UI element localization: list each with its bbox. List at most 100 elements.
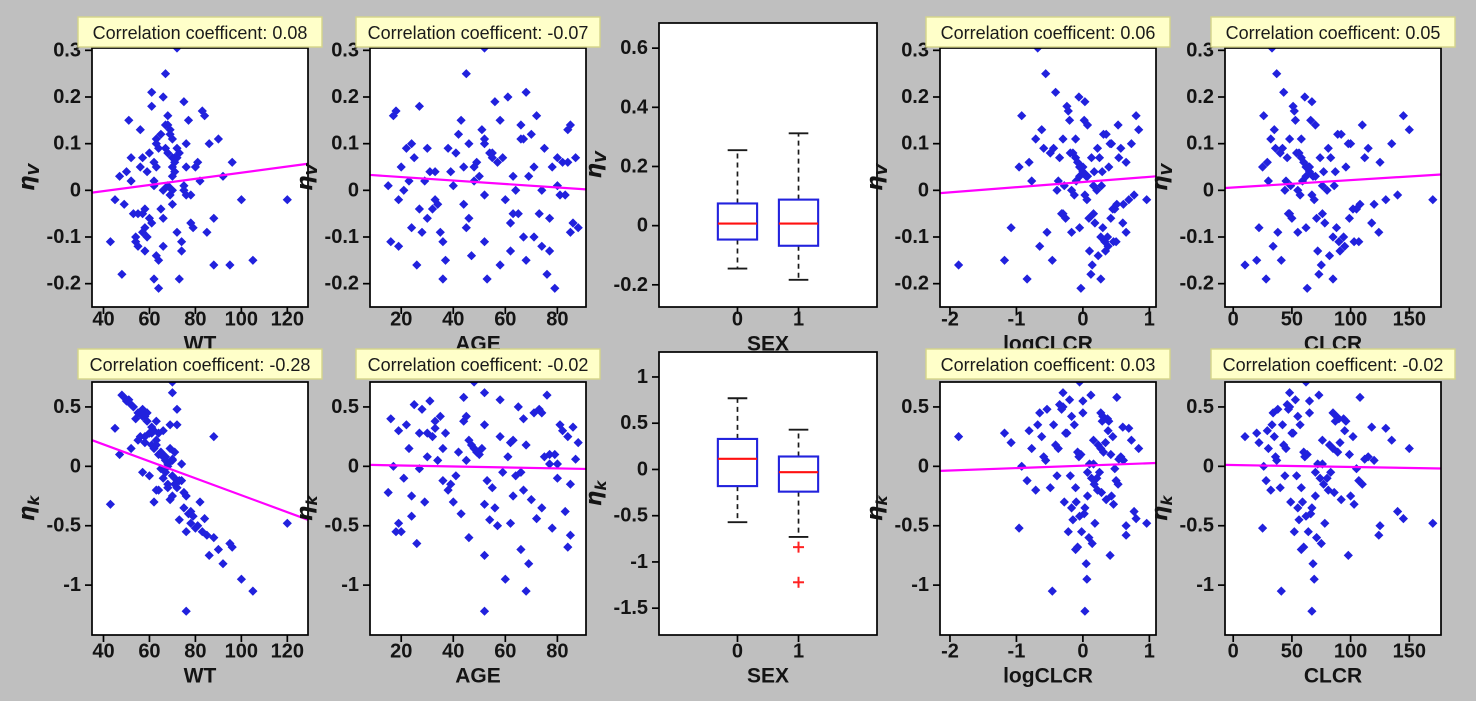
y-axis-label-eta: ηV: [863, 162, 891, 191]
y-tick-label: 0.3: [53, 39, 81, 61]
panel-etak-vs-AGE: 0.5 0 -0.5 -1 20 40 60 80 AGE ηk Correlation coeff…: [293, 348, 601, 687]
y-tick-label: -0.5: [614, 505, 648, 527]
x-tick-label: 0: [732, 309, 743, 331]
x-axis-label: logCLCR: [1003, 664, 1093, 687]
correlation-title-text: Correlation coefficent: 0.05: [1226, 23, 1441, 43]
y-tick-label: 0.1: [1186, 133, 1214, 155]
scatter-markers: [105, 382, 292, 616]
y-tick-label: -1: [63, 574, 81, 596]
x-axis-label: WT: [184, 664, 217, 687]
y-tick-label: -1: [911, 574, 929, 596]
plot-content: [716, 397, 820, 588]
x-tick-label: 80: [546, 309, 568, 331]
scatter-markers: [954, 382, 1152, 616]
y-tick-label: 0: [1203, 179, 1214, 201]
iqr-box: [716, 202, 759, 241]
correlation-title-box: [355, 348, 601, 380]
x-tick-label: 100: [1334, 309, 1367, 331]
y-tick-label: 0: [348, 455, 359, 477]
regression-line: [370, 463, 586, 471]
x-tick-label: 120: [271, 309, 304, 331]
plot-content: [92, 48, 308, 293]
x-tick-label: 0: [1077, 641, 1088, 663]
x-tick-label: -1: [1008, 309, 1026, 331]
y-axis-label-eta: ηV: [582, 150, 610, 179]
x-tick-label: 100: [225, 309, 258, 331]
y-tick-label: 0.5: [620, 412, 648, 434]
plot-area: [370, 382, 586, 635]
x-tick-label: 40: [442, 309, 464, 331]
x-tick-label: 0: [1077, 309, 1088, 331]
y-axis-label-eta: ηV: [1148, 162, 1176, 191]
plot-content: [1225, 382, 1441, 616]
plot-area: [659, 352, 877, 635]
regression-line: [940, 175, 1156, 195]
panel-etak-vs-CLCR: 0.5 0 -0.5 -1 0 50 100 150 CLCR ηk Correlation coe…: [1148, 348, 1456, 687]
x-tick-label: -2: [941, 309, 959, 331]
axes-frame: [658, 351, 878, 636]
axes-frame: [369, 381, 587, 636]
panel-etaV-vs-WT: 0.30.20.10-0.1-0.240 60 80 100 120WTηVCorrel…: [15, 16, 323, 355]
plot-content: [716, 132, 820, 281]
correlation-title-text: Correlation coefficent: 0.06: [941, 23, 1156, 43]
plot-content: [1225, 48, 1441, 293]
y-tick-label: 0: [918, 455, 929, 477]
x-axis-label: CLCR: [1304, 664, 1362, 687]
y-tick-label: 0.1: [331, 133, 359, 155]
y-axis-label-eta: ηk: [15, 495, 43, 522]
plot-area: [940, 382, 1156, 635]
panel-etaV-vs-CLCR: 0.30.20.10-0.1-0.20 50 100 150CLCRηVCorrela…: [1148, 16, 1456, 355]
y-tick-label: -1: [630, 551, 648, 573]
panel-etak-vs-logCLCR: 0.5 0 -0.5 -1 -2 -1 0 1 logCLCR ηk Correlation coe…: [863, 348, 1171, 687]
x-tick-label: 120: [271, 641, 304, 663]
correlation-title-text: Correlation coefficent: 0.03: [941, 355, 1156, 375]
x-tick-label: 60: [138, 641, 160, 663]
y-tick-label: -0.5: [1180, 515, 1214, 537]
scatter-markers: [1240, 382, 1438, 616]
axes-frame: [658, 22, 878, 308]
x-tick-label: 100: [225, 641, 258, 663]
x-tick-label: 50: [1281, 641, 1303, 663]
y-tick-label: 0.3: [901, 39, 929, 61]
y-axis-label-eta: ηk: [1148, 495, 1176, 522]
y-tick-label: 0: [70, 455, 81, 477]
y-tick-label: 0.2: [620, 155, 648, 177]
plot-content: [92, 382, 308, 616]
x-tick-label: 40: [92, 309, 114, 331]
plot-area: [1225, 382, 1441, 635]
axes-frame: [369, 47, 587, 308]
y-tick-label: -0.1: [1180, 226, 1214, 248]
scatter-markers: [383, 382, 583, 616]
correlation-title-box: [77, 16, 323, 48]
x-tick-label: 1: [1144, 641, 1155, 663]
iqr-box: [777, 455, 820, 493]
plot-area: [659, 23, 877, 307]
scatter-markers: [383, 48, 583, 293]
y-tick-label: -0.5: [47, 515, 81, 537]
correlation-title-text: Correlation coefficent: -0.02: [368, 355, 589, 375]
panel-etak-vs-WT: 0.5 0 -0.5 -1 40 60 80 100 120 WT ηk Correlation co…: [15, 348, 323, 687]
y-tick-label: 0.2: [53, 86, 81, 108]
y-tick-label: -1.5: [614, 597, 648, 619]
plot-content: [370, 382, 586, 616]
y-axis-label-eta: ηk: [293, 495, 321, 522]
y-axis-label-eta: ηk: [863, 495, 891, 522]
y-axis-label-eta: ηV: [293, 162, 321, 191]
x-axis-label: AGE: [455, 664, 501, 687]
x-tick-label: 0: [732, 641, 743, 663]
boxplot-group-1: [777, 132, 820, 281]
panel-etaV-vs-AGE: 0.30.20.10-0.1-0.220 40 60 80AGEηVCorrelati…: [293, 16, 601, 355]
y-tick-label: -0.2: [895, 273, 929, 295]
x-tick-label: -2: [941, 641, 959, 663]
axes-frame: [939, 47, 1157, 308]
y-tick-label: 0.5: [901, 396, 929, 418]
x-tick-label: 20: [390, 641, 412, 663]
x-tick-label: 60: [494, 641, 516, 663]
y-tick-label: -0.2: [614, 274, 648, 296]
regression-line: [1225, 173, 1441, 190]
y-axis-label-eta: ηV: [15, 162, 43, 191]
axes-frame: [939, 381, 1157, 636]
